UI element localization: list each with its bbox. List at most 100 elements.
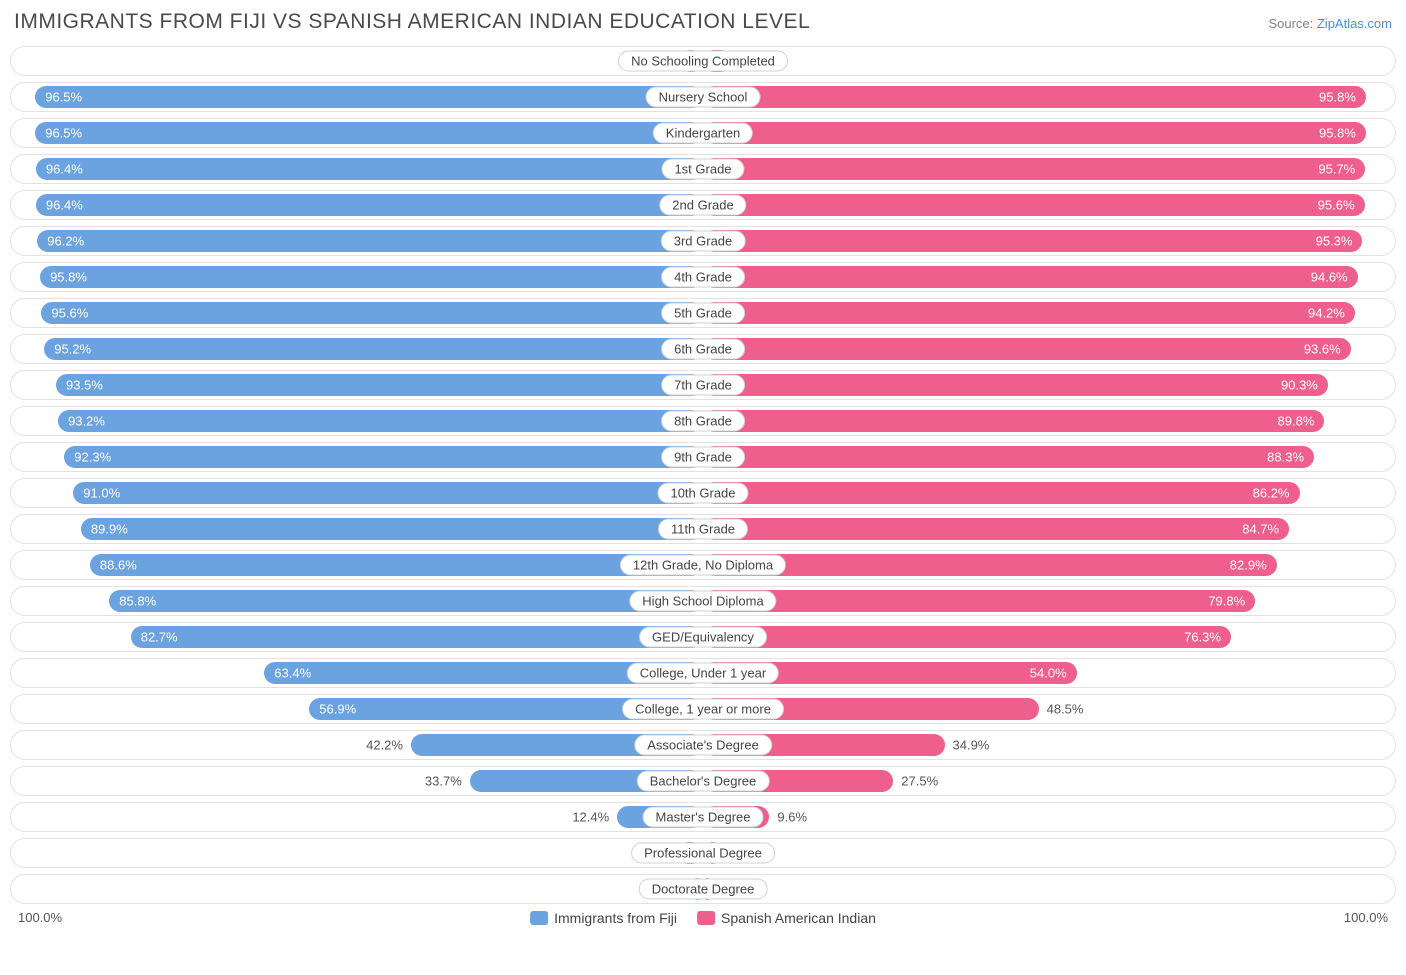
bar-right: 94.2% [703,302,1355,324]
category-label: 12th Grade, No Diploma [620,555,786,576]
bar-left: 96.5% [35,86,703,108]
legend-swatch-left [530,911,548,925]
axis-left-label: 100.0% [18,910,62,925]
value-label-right: 79.8% [1208,594,1245,609]
legend-swatch-right [697,911,715,925]
value-label-left: 96.5% [45,126,82,141]
legend-item-right: Spanish American Indian [697,910,876,926]
bar-right: 95.7% [703,158,1365,180]
category-label: Kindergarten [653,123,753,144]
chart-row: 96.2%95.3%3rd Grade [10,226,1396,256]
bar-right: 86.2% [703,482,1300,504]
chart-row: 95.8% 94.6% 4th Grade [10,262,1396,292]
category-label: Professional Degree [631,843,775,864]
category-label: 4th Grade [661,267,745,288]
value-label-left: 12.4% [572,810,609,825]
category-label: High School Diploma [629,591,776,612]
bar-right: 76.3% [703,626,1231,648]
value-label-right: 95.8% [1319,126,1356,141]
value-label-left: 95.8% [50,270,87,285]
bar-left: 96.4% [36,194,703,216]
value-label-right: 34.9% [953,738,990,753]
category-label: GED/Equivalency [639,627,767,648]
category-label: 9th Grade [661,447,745,468]
bar-left: 93.5% [56,374,703,396]
value-label-right: 95.6% [1318,198,1355,213]
chart-row: 96.4%95.7%1st Grade [10,154,1396,184]
bar-right: 95.3% [703,230,1362,252]
bar-right: 94.6% [703,266,1358,288]
chart-row: 96.4%95.6%2nd Grade [10,190,1396,220]
legend-label-left: Immigrants from Fiji [554,910,677,926]
value-label-right: 94.2% [1308,306,1345,321]
value-label-right: 76.3% [1184,630,1221,645]
value-label-left: 95.6% [51,306,88,321]
source-prefix: Source: [1268,16,1316,31]
chart-row: 63.4%54.0%College, Under 1 year [10,658,1396,688]
bar-right: 79.8% [703,590,1255,612]
axis-right-label: 100.0% [1344,910,1388,925]
category-label: 3rd Grade [661,231,746,252]
category-label: No Schooling Completed [618,51,788,72]
legend-label-right: Spanish American Indian [721,910,876,926]
value-label-left: 96.5% [45,90,82,105]
bar-left: 93.2% [58,410,703,432]
bar-left: 85.8% [109,590,703,612]
bar-right: 90.3% [703,374,1328,396]
chart-row: 88.6% 82.9% 12th Grade, No Diploma [10,550,1396,580]
category-label: Master's Degree [643,807,764,828]
bar-right: 93.6% [703,338,1351,360]
bar-left: 92.3% [64,446,703,468]
value-label-right: 94.6% [1311,270,1348,285]
chart-row: 95.6% 94.2% 5th Grade [10,298,1396,328]
category-label: Doctorate Degree [639,879,768,900]
value-label-left: 56.9% [319,702,356,717]
bar-left: 96.5% [35,122,703,144]
chart-title: IMMIGRANTS FROM FIJI VS SPANISH AMERICAN… [14,10,810,34]
value-label-right: 90.3% [1281,378,1318,393]
chart-row: 12.4%9.6%Master's Degree [10,802,1396,832]
value-label-left: 91.0% [83,486,120,501]
bar-right: 84.7% [703,518,1289,540]
category-label: Nursery School [646,87,761,108]
category-label: 8th Grade [661,411,745,432]
chart-row: 93.2%89.8%8th Grade [10,406,1396,436]
chart-row: 96.5% 95.8% Kindergarten [10,118,1396,148]
chart-row: 1.6%1.1%Doctorate Degree [10,874,1396,904]
chart-row: 93.5%90.3%7th Grade [10,370,1396,400]
category-label: College, Under 1 year [627,663,779,684]
chart-row: 56.9%48.5%College, 1 year or more [10,694,1396,724]
category-label: 10th Grade [657,483,748,504]
value-label-right: 95.7% [1318,162,1355,177]
bar-left: 95.8% [40,266,703,288]
value-label-left: 85.8% [119,594,156,609]
source-link[interactable]: ZipAtlas.com [1317,16,1392,31]
bar-right: 89.8% [703,410,1324,432]
value-label-left: 95.2% [54,342,91,357]
chart-row: 42.2%34.9%Associate's Degree [10,730,1396,760]
bar-right: 95.6% [703,194,1365,216]
bar-left: 95.6% [41,302,703,324]
value-label-left: 33.7% [425,774,462,789]
category-label: 5th Grade [661,303,745,324]
value-label-right: 54.0% [1030,666,1067,681]
value-label-left: 93.5% [66,378,103,393]
bar-left: 89.9% [81,518,703,540]
bar-right: 82.9% [703,554,1277,576]
legend-item-left: Immigrants from Fiji [530,910,677,926]
bar-left: 88.6% [90,554,703,576]
category-label: 6th Grade [661,339,745,360]
value-label-left: 88.6% [100,558,137,573]
bar-left: 91.0% [73,482,703,504]
value-label-right: 82.9% [1230,558,1267,573]
chart-source: Source: ZipAtlas.com [1268,16,1392,31]
chart-legend: Immigrants from Fiji Spanish American In… [530,910,876,926]
value-label-right: 93.6% [1304,342,1341,357]
value-label-right: 95.8% [1319,90,1356,105]
chart-row: 92.3%88.3%9th Grade [10,442,1396,472]
bar-left: 95.2% [44,338,703,360]
value-label-left: 96.4% [46,198,83,213]
value-label-left: 89.9% [91,522,128,537]
chart-row: 91.0% 86.2%10th Grade [10,478,1396,508]
chart-header: IMMIGRANTS FROM FIJI VS SPANISH AMERICAN… [10,10,1396,34]
